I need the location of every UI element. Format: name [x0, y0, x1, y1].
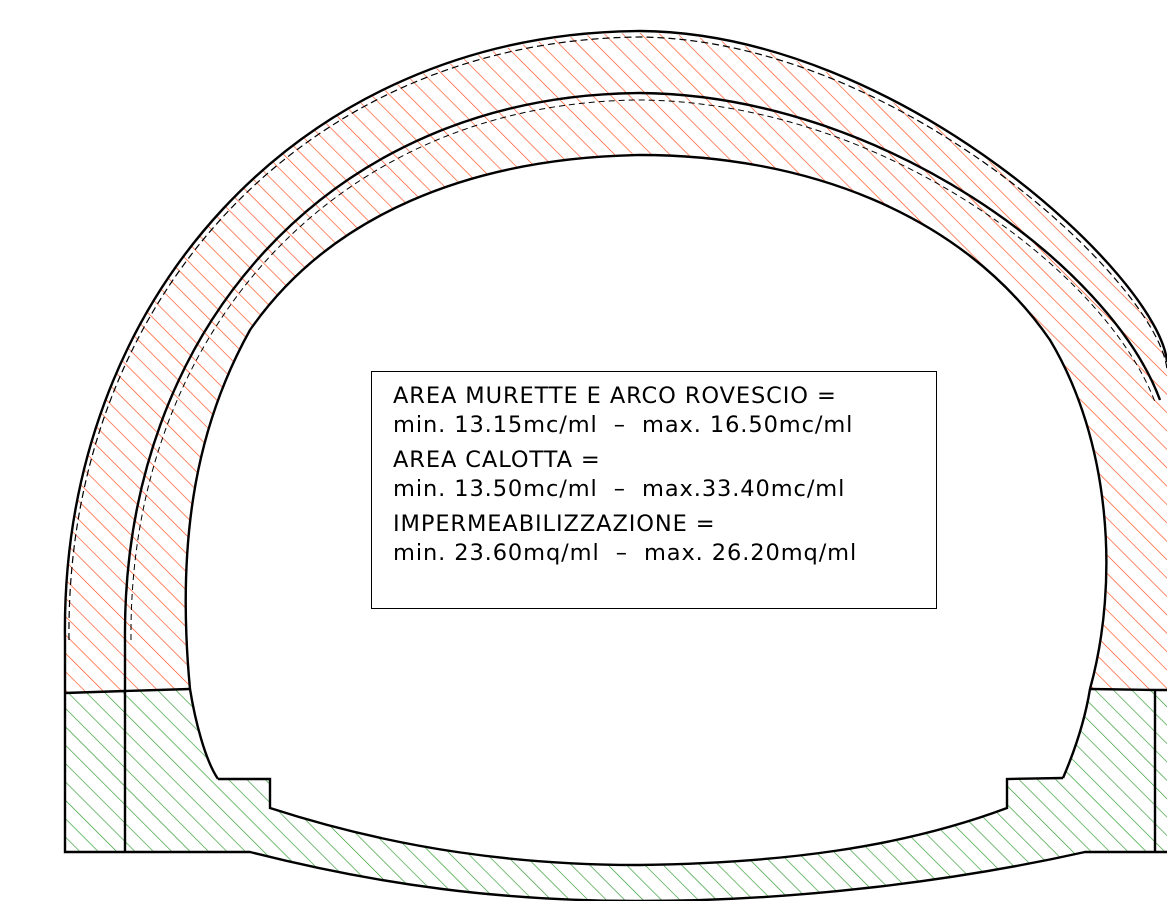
waterproofing-arch-line: [123, 91, 1162, 852]
waterproofing-dashed-line: [130, 99, 1156, 641]
quantities-legend-box: AREA MURETTE E ARCO ROVESCIO = min. 13.1…: [371, 371, 937, 609]
murette-area-values: min. 13.15mc/ml – max. 16.50mc/ml: [393, 412, 854, 438]
murette-arco-rovescio-area: [65, 689, 1167, 901]
calotta-lining-area: [64, 33, 1167, 693]
waterproofing-values: min. 23.60mq/ml – max. 26.20mq/ml: [393, 540, 858, 566]
waterproofing-title: IMPERMEABILIZZAZIONE =: [393, 511, 716, 537]
invert-top-outline: [218, 776, 1064, 867]
extrados-dashed-line: [68, 36, 1167, 641]
calotta-area-values: min. 13.50mc/ml – max.33.40mc/ml: [393, 476, 846, 502]
intrados-outline: [184, 153, 1108, 780]
murette-area-title: AREA MURETTE E ARCO ROVESCIO =: [393, 383, 837, 409]
outer-arch-outline: [63, 29, 1167, 693]
springing-line-left: [64, 687, 191, 695]
calotta-area-title: AREA CALOTTA =: [393, 447, 601, 473]
springing-line-right: [1089, 687, 1167, 692]
